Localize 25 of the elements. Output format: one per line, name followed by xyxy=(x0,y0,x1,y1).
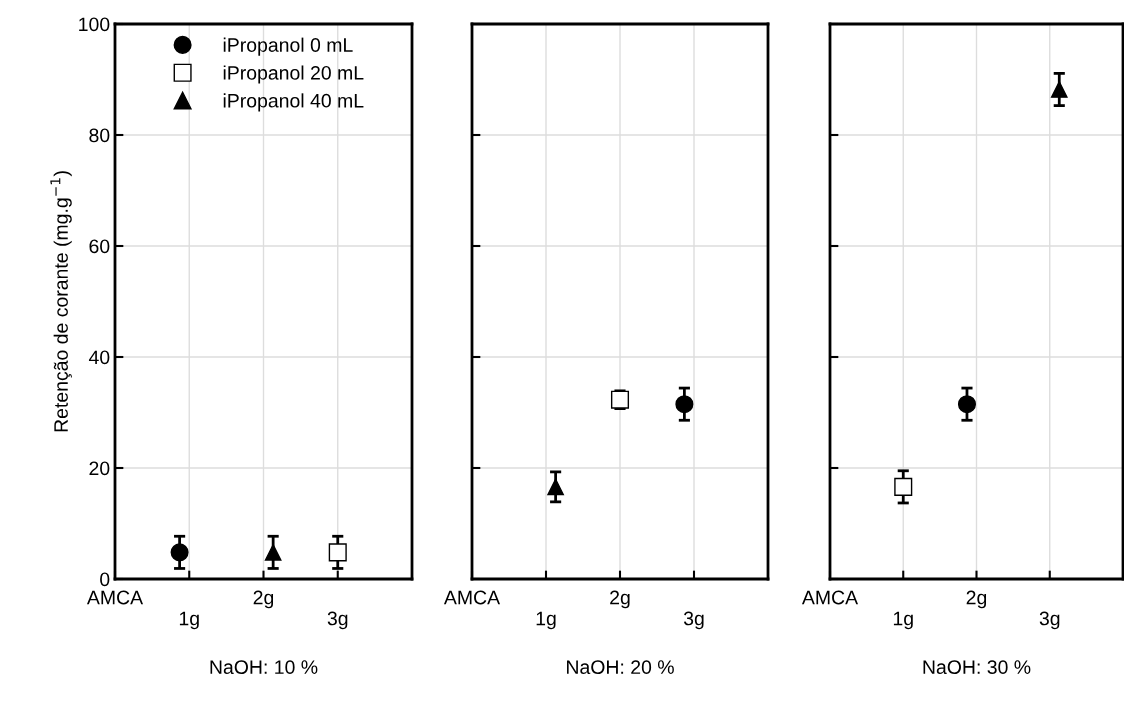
legend-label: iPropanol 20 mL xyxy=(223,65,364,84)
x-axis-title: NaOH: 20 % xyxy=(567,660,674,675)
y-tick-label: 20 xyxy=(89,461,110,476)
y-tick-label: 100 xyxy=(79,17,110,32)
x-tick-label: AMCA xyxy=(86,590,144,605)
x-tick-label: 2g xyxy=(966,590,987,609)
y-tick-label: 0 xyxy=(100,572,110,587)
x-tick-label: 2g xyxy=(610,590,630,609)
y-tick-label: 40 xyxy=(88,350,110,365)
x-tick-label: 3g xyxy=(1039,611,1060,630)
legend-label: iPropanol 0 mL xyxy=(223,37,353,56)
x-axis-title: NaOH: 10 % xyxy=(210,660,318,675)
x-tick-label: AMCA xyxy=(801,590,859,605)
x-tick-label: 2g xyxy=(253,590,274,609)
x-tick-label: 1g xyxy=(893,611,913,630)
legend-label: iPropanol 40 mL xyxy=(223,93,364,112)
x-tick-label: 3g xyxy=(327,611,348,630)
y-axis-title: Retenção de corante (mg.g$^{−1}$) xyxy=(50,171,72,432)
y-tick-label: 80 xyxy=(89,128,110,143)
x-tick-label: 1g xyxy=(179,611,199,630)
x-tick-label: 1g xyxy=(536,611,556,630)
y-tick-label: 60 xyxy=(89,239,110,254)
x-axis-title: NaOH: 30 % xyxy=(923,660,1031,675)
x-tick-label: AMCA xyxy=(443,590,501,605)
x-tick-label: 3g xyxy=(683,611,704,630)
